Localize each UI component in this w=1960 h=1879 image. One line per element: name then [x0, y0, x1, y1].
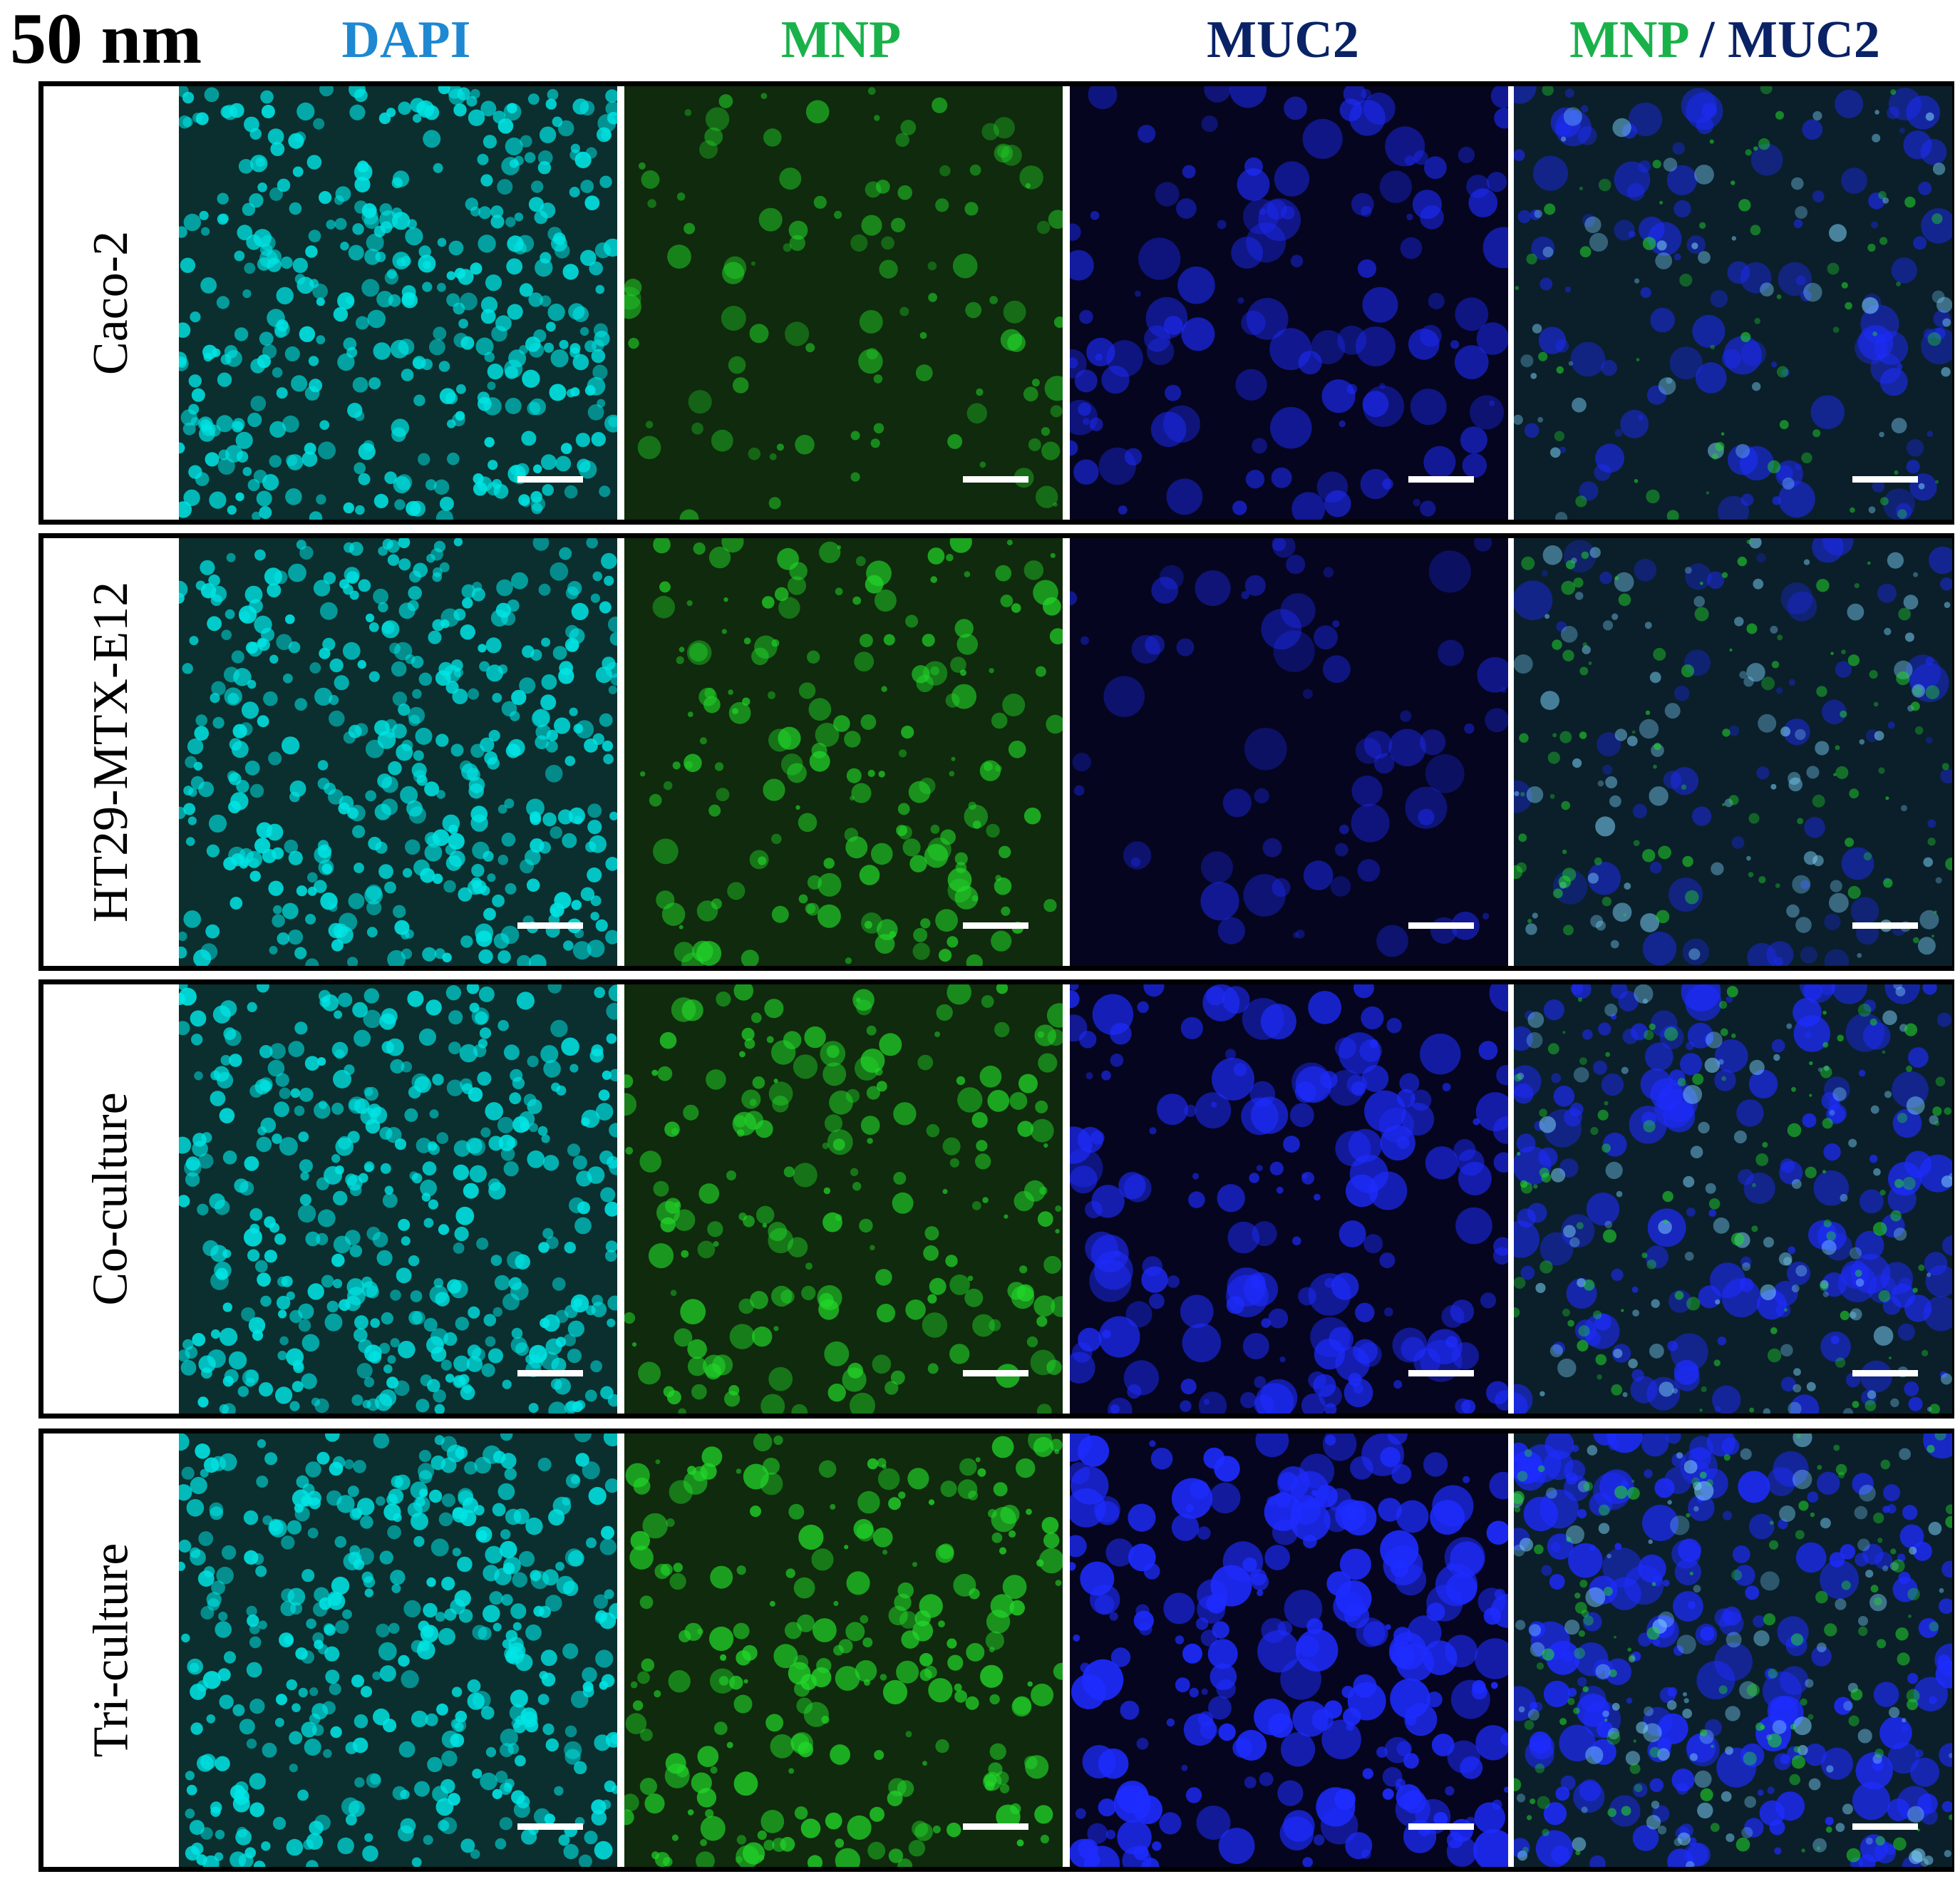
- scale-bar: [1408, 476, 1474, 483]
- scale-bar: [963, 476, 1028, 483]
- micrograph-mnp: [624, 86, 1063, 520]
- row-panel-2: HT29-MTX-E12: [38, 533, 1954, 971]
- micrograph-muc2: [1070, 538, 1508, 966]
- scale-bar: [1408, 1823, 1474, 1830]
- scale-bar: [517, 1370, 583, 1376]
- micrograph-muc2: [1070, 984, 1508, 1414]
- merge-label-muc2: MUC2: [1728, 11, 1880, 69]
- row-label: Caco-2: [83, 230, 139, 376]
- row-panel-3: Co-culture: [38, 979, 1954, 1419]
- micrograph-mnp: [624, 1433, 1063, 1867]
- column-header-mnp: MNP: [780, 11, 902, 69]
- micrograph-muc2: [1070, 1433, 1508, 1867]
- micrograph-merge: [1514, 86, 1952, 520]
- micrograph-mnp: [624, 538, 1063, 966]
- row-label-container: Caco-2: [43, 86, 179, 520]
- scale-bar: [517, 1823, 583, 1830]
- scale-bar: [1852, 476, 1918, 483]
- row-label-container: HT29-MTX-E12: [43, 538, 179, 966]
- row-label-container: Tri-culture: [43, 1433, 179, 1867]
- scale-bar: [517, 922, 583, 929]
- scale-bar: [963, 1823, 1028, 1830]
- column-header-muc2: MUC2: [1207, 11, 1359, 69]
- row-label: Tri-culture: [83, 1543, 138, 1758]
- row-panel-4: Tri-culture: [38, 1428, 1954, 1872]
- micrograph-dapi: [179, 1433, 617, 1867]
- scale-bar: [1408, 922, 1474, 929]
- micrograph-mnp: [624, 984, 1063, 1414]
- micrograph-merge: [1514, 538, 1952, 966]
- scale-bar: [1852, 1823, 1918, 1830]
- nanoparticle-size-title: 50 nm: [10, 0, 202, 79]
- scale-bar: [1852, 922, 1918, 929]
- scale-bar: [963, 922, 1028, 929]
- scale-bar: [517, 476, 583, 483]
- micrograph-merge: [1514, 1433, 1952, 1867]
- micrograph-merge: [1514, 984, 1952, 1414]
- merge-label-separator: /: [1686, 11, 1728, 69]
- micrograph-dapi: [179, 984, 617, 1414]
- column-header-merge: MNP / MUC2: [1532, 9, 1917, 72]
- row-label: HT29-MTX-E12: [83, 581, 138, 923]
- row-label-container: Co-culture: [43, 984, 179, 1414]
- scale-bar: [1852, 1370, 1918, 1376]
- micrograph-dapi: [179, 86, 617, 520]
- scale-bar: [1408, 1370, 1474, 1376]
- micrograph-muc2: [1070, 86, 1508, 520]
- column-header-dapi: DAPI: [341, 11, 471, 69]
- merge-label-mnp: MNP: [1569, 11, 1687, 69]
- row-panel-1: Caco-2: [38, 81, 1954, 525]
- scale-bar: [963, 1370, 1028, 1376]
- micrograph-dapi: [179, 538, 617, 966]
- row-label: Co-culture: [83, 1092, 139, 1306]
